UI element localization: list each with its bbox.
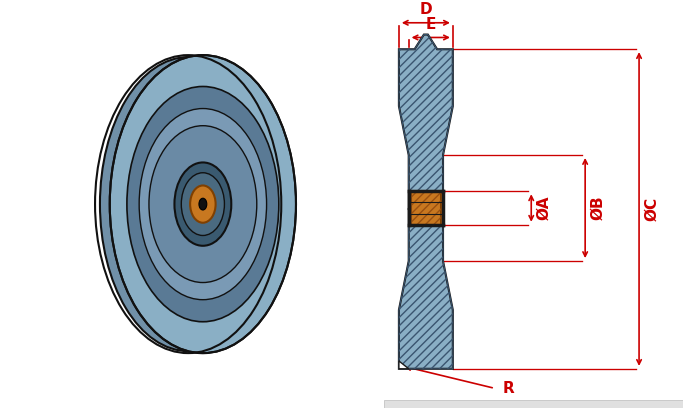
Ellipse shape bbox=[175, 162, 231, 246]
Polygon shape bbox=[188, 263, 203, 351]
Ellipse shape bbox=[100, 57, 277, 351]
Polygon shape bbox=[399, 209, 453, 369]
Polygon shape bbox=[399, 361, 408, 369]
Polygon shape bbox=[188, 57, 203, 145]
Ellipse shape bbox=[184, 57, 221, 351]
Ellipse shape bbox=[127, 86, 279, 322]
Text: ØB: ØB bbox=[590, 196, 605, 220]
Text: D: D bbox=[420, 2, 432, 17]
Polygon shape bbox=[399, 35, 453, 209]
Ellipse shape bbox=[190, 186, 215, 223]
Polygon shape bbox=[384, 400, 683, 408]
Ellipse shape bbox=[149, 126, 257, 282]
Text: ØA: ØA bbox=[536, 196, 551, 220]
Ellipse shape bbox=[139, 109, 266, 300]
Text: ØC: ØC bbox=[644, 197, 659, 221]
Ellipse shape bbox=[181, 173, 224, 235]
Text: R: R bbox=[503, 381, 515, 396]
Text: E: E bbox=[426, 17, 436, 31]
Polygon shape bbox=[411, 191, 441, 225]
Ellipse shape bbox=[110, 55, 296, 353]
Ellipse shape bbox=[199, 198, 207, 210]
Ellipse shape bbox=[170, 57, 207, 351]
